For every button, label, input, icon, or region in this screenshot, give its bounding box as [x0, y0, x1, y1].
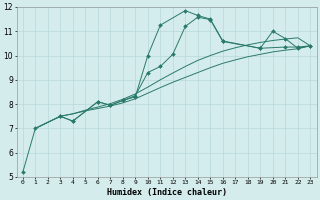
X-axis label: Humidex (Indice chaleur): Humidex (Indice chaleur) — [107, 188, 227, 197]
